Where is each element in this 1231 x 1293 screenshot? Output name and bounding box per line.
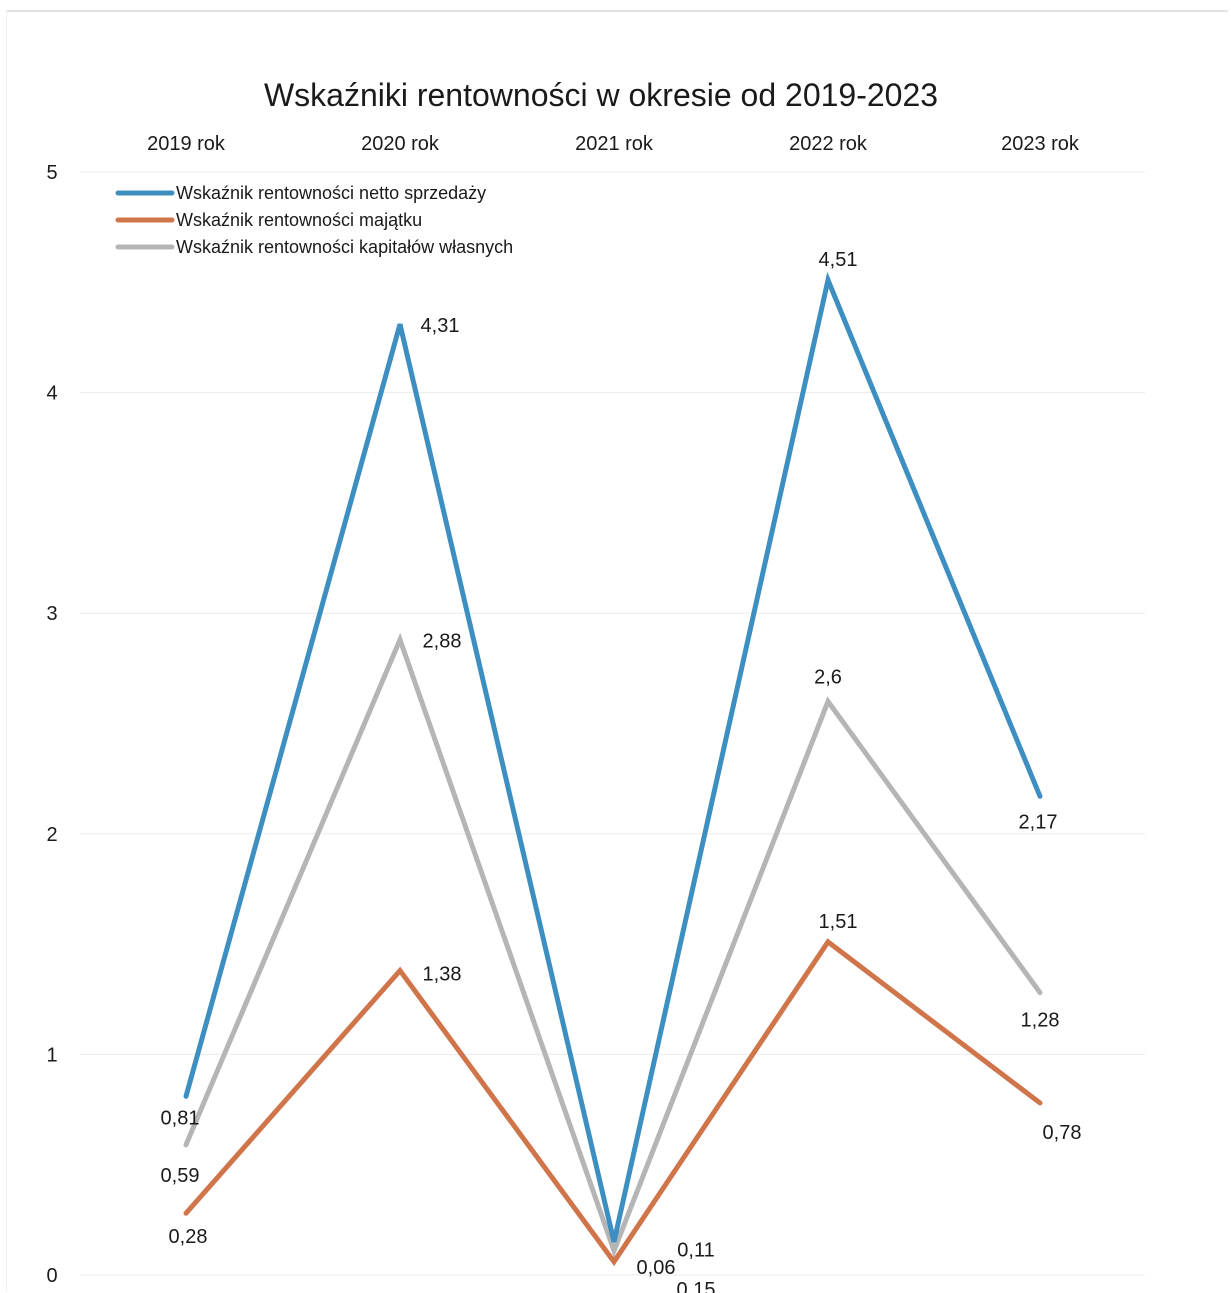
y-tick-label: 3 bbox=[46, 603, 57, 625]
data-label: 2,6 bbox=[814, 666, 842, 688]
y-tick-label: 4 bbox=[46, 383, 57, 405]
category-labels: 2019 rok 2020 rok 2021 rok 2022 rok 2023 rok bbox=[147, 133, 1080, 155]
series-line bbox=[183, 632, 1043, 1258]
gridlines bbox=[80, 171, 1145, 1276]
data-label: 0,15 bbox=[677, 1279, 716, 1293]
series-lines bbox=[183, 271, 1043, 1267]
data-label: 1,51 bbox=[819, 911, 858, 933]
chart-title: Wskaźniki rentowności w okresie od 2019-… bbox=[264, 77, 938, 113]
category-label: 2020 rok bbox=[361, 133, 440, 155]
y-tick-label: 1 bbox=[46, 1044, 57, 1066]
series-line bbox=[183, 938, 1043, 1267]
category-label: 2019 rok bbox=[147, 133, 226, 155]
category-label: 2021 rok bbox=[575, 133, 654, 155]
data-label: 0,11 bbox=[677, 1240, 714, 1262]
chart-frame bbox=[6, 10, 1228, 1292]
y-axis-ticks: 0 1 2 3 4 5 bbox=[46, 162, 57, 1287]
category-label: 2022 rok bbox=[789, 133, 868, 155]
data-label: 4,51 bbox=[819, 249, 858, 271]
data-label: 2,17 bbox=[1019, 811, 1058, 833]
data-labels: 0,81 4,31 0,15 4,51 2,17 0,28 1,38 0,06 1,51 0,78… bbox=[161, 249, 1082, 1293]
legend: Wskaźnik rentowności netto sprzedaży Wska… bbox=[115, 183, 513, 257]
y-tick-label: 2 bbox=[46, 824, 57, 846]
data-label: 4,31 bbox=[421, 315, 460, 337]
data-label: 0,06 bbox=[637, 1257, 676, 1279]
data-label: 0,81 bbox=[161, 1107, 200, 1129]
data-label: 0,59 bbox=[161, 1165, 200, 1187]
y-tick-label: 5 bbox=[46, 162, 57, 184]
data-label: 1,28 bbox=[1021, 1010, 1060, 1032]
y-tick-label: 0 bbox=[46, 1265, 57, 1287]
category-label: 2023 rok bbox=[1001, 133, 1080, 155]
legend-label: Wskaźnik rentowności majątku bbox=[176, 210, 422, 230]
data-label: 1,38 bbox=[423, 964, 462, 986]
data-label: 0,78 bbox=[1043, 1122, 1082, 1144]
data-label: 2,88 bbox=[423, 631, 462, 653]
data-label: 0,28 bbox=[169, 1226, 208, 1248]
legend-label: Wskaźnik rentowności kapitałów własnych bbox=[176, 237, 513, 257]
legend-label: Wskaźnik rentowności netto sprzedaży bbox=[176, 183, 486, 203]
series-line bbox=[183, 271, 1043, 1243]
